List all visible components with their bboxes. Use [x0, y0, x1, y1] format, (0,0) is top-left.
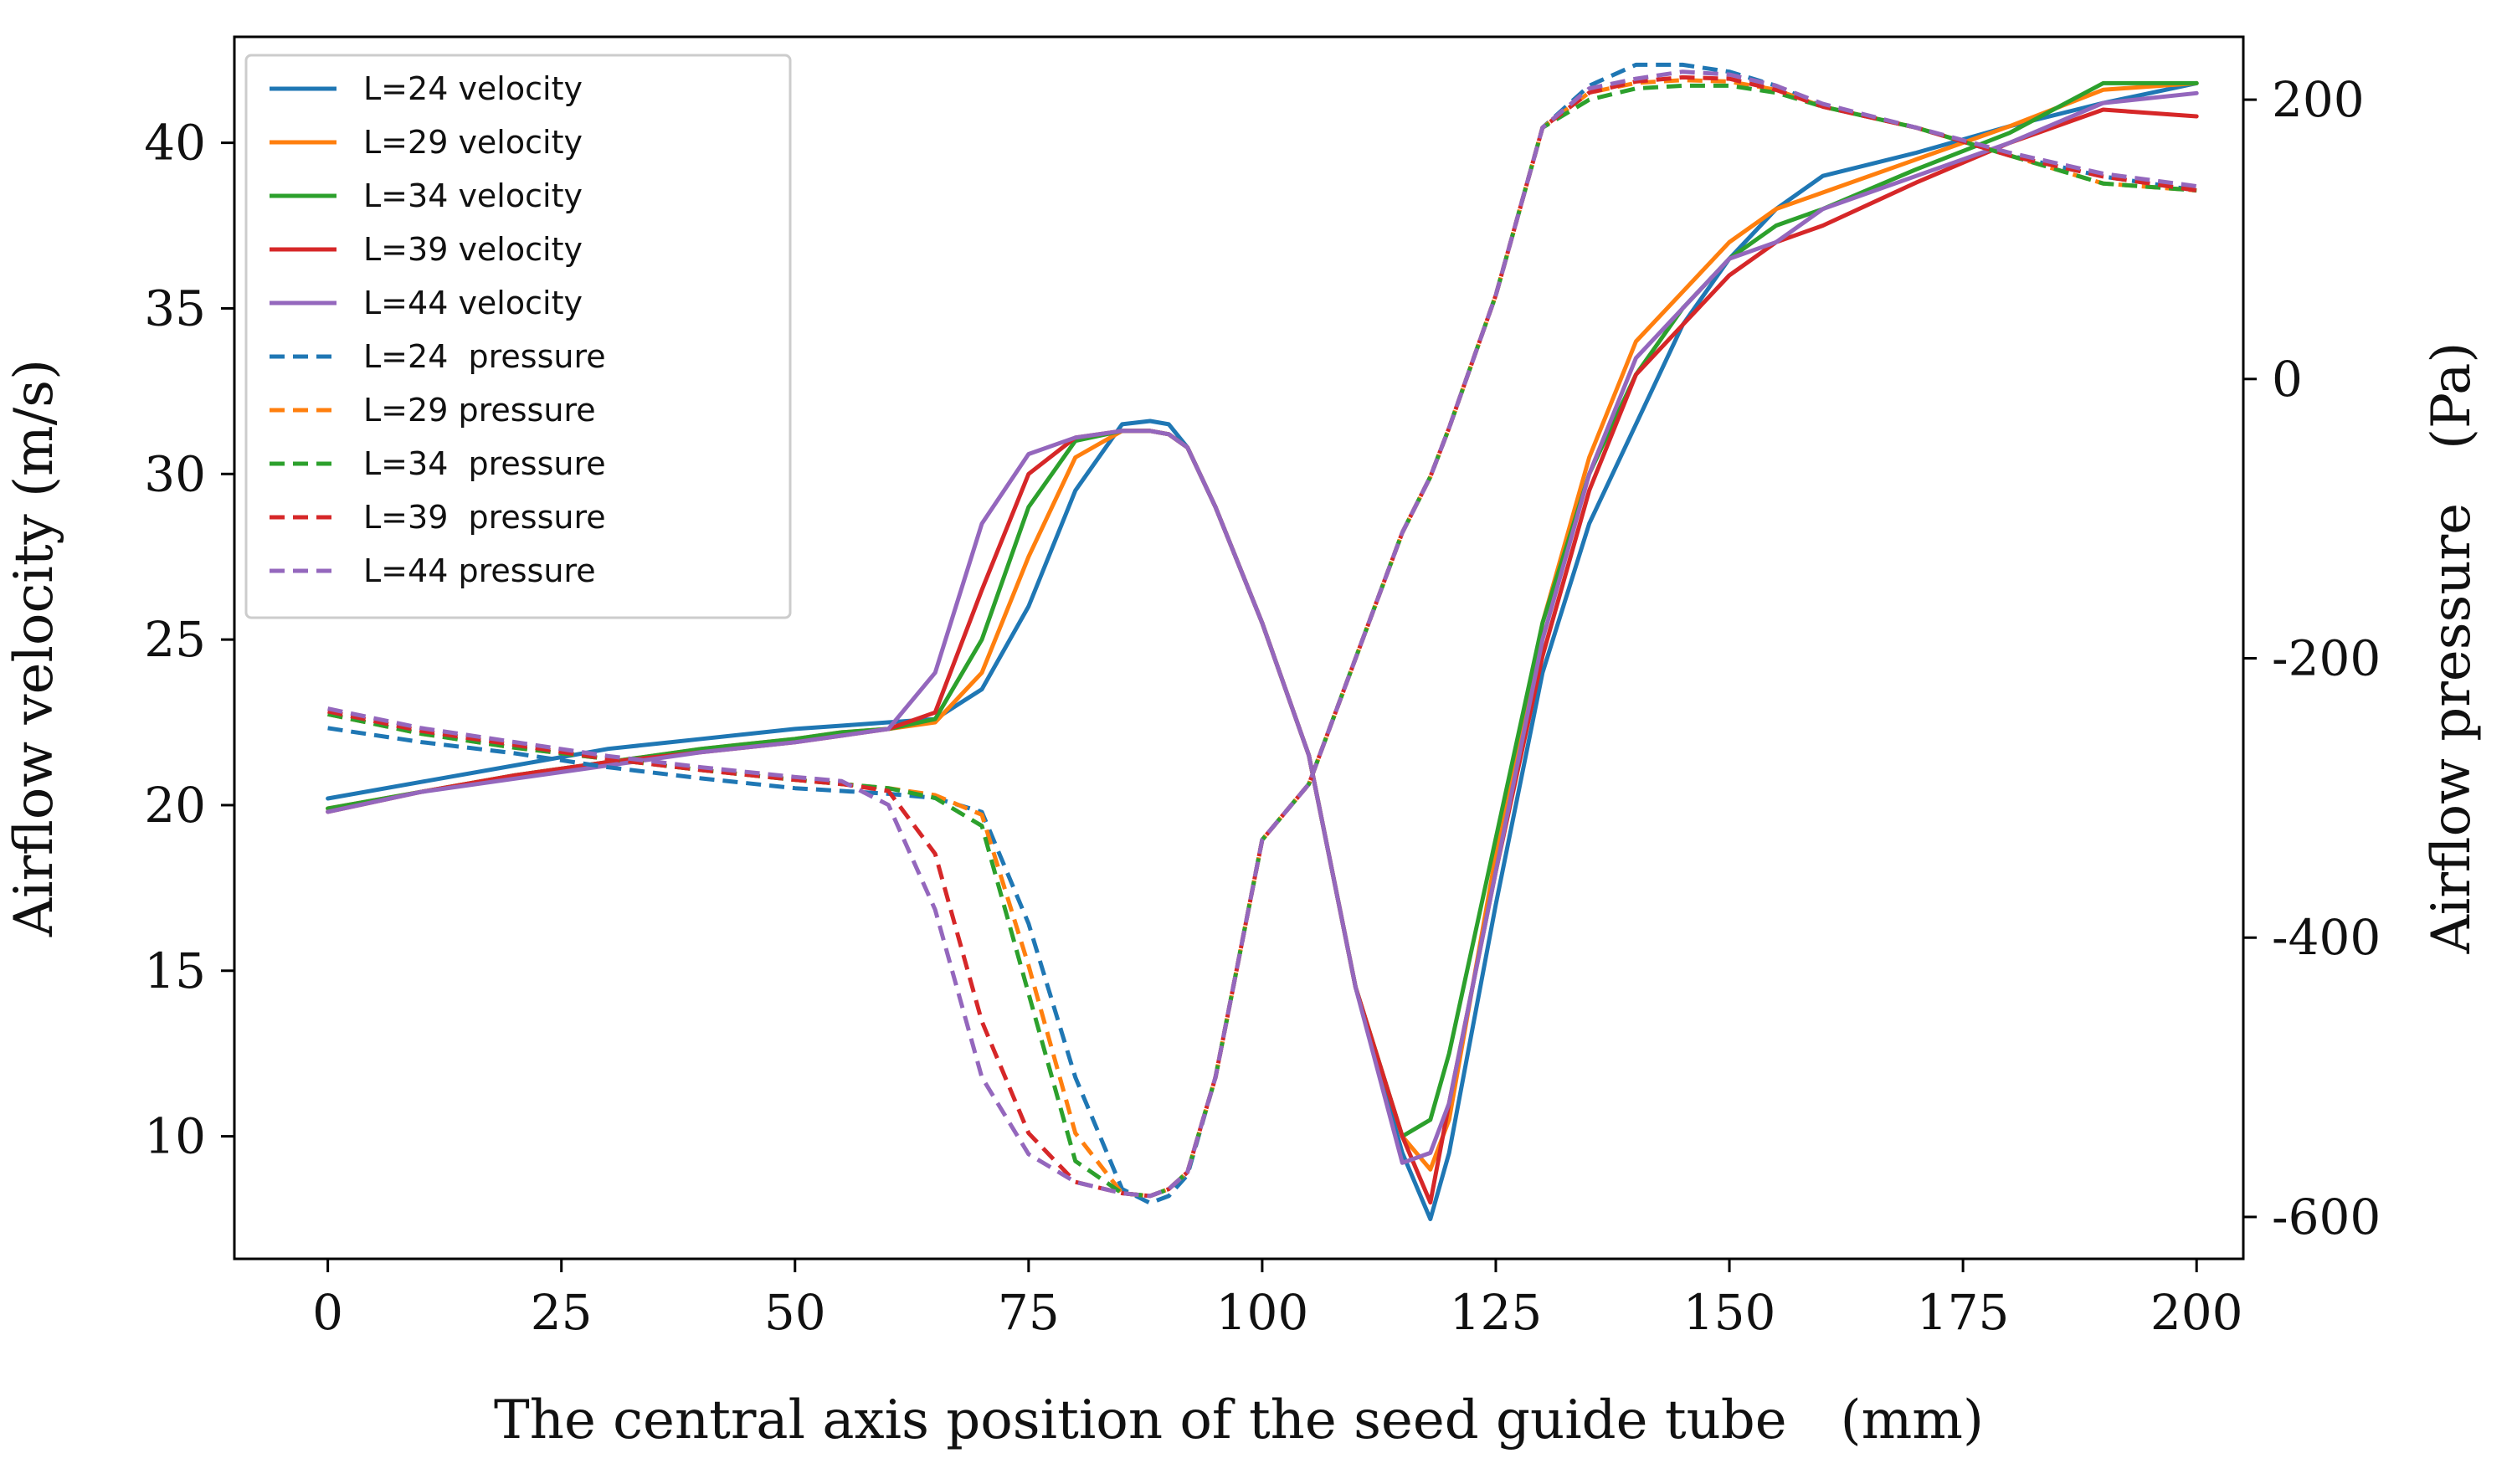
y-tick-label: 40: [144, 115, 206, 172]
legend-box: [244, 54, 792, 619]
y-tick-label: 25: [144, 611, 206, 668]
x-tick-label: 25: [531, 1284, 593, 1341]
y-tick-label: 10: [144, 1108, 206, 1165]
legend-label: L=44 pressure: [363, 552, 596, 589]
y2-tick-label: 200: [2272, 71, 2365, 128]
x-tick-label: 75: [998, 1284, 1060, 1341]
x-tick-label: 150: [1683, 1284, 1776, 1341]
legend-label: L=39 pressure: [363, 499, 606, 536]
y2-tick-label: -200: [2272, 630, 2381, 687]
legend-label: L=44 velocity: [363, 285, 583, 321]
legend-label: L=34 pressure: [363, 445, 606, 482]
x-tick-label: 175: [1917, 1284, 2010, 1341]
ticks-layer: 0 25 50 75 100 125 150 175 200 10 15 20 25 30 35 40 -600…: [144, 71, 2381, 1341]
legend-label: L=29 velocity: [363, 124, 583, 161]
legend-label: L=34 velocity: [363, 177, 583, 214]
y-tick-label: 30: [144, 445, 206, 502]
x-tick-label: 100: [1216, 1284, 1309, 1341]
x-tick-label: 50: [764, 1284, 826, 1341]
plot-frame: [233, 35, 2245, 1261]
series-line-4: [326, 90, 2199, 1165]
y2-tick-label: -600: [2272, 1189, 2381, 1245]
x-axis-title: The central axis position of the seed gu…: [494, 1389, 1984, 1451]
series-layer: [326, 62, 2199, 1221]
y-tick-label: 20: [144, 777, 206, 834]
legend-label: L=29 pressure: [363, 392, 596, 429]
y2-tick-label: 0: [2272, 351, 2303, 408]
y2-tick-label: -400: [2272, 909, 2381, 966]
legend-label: L=39 velocity: [363, 231, 583, 268]
legend-label: L=24 pressure: [363, 338, 606, 375]
x-tick-label: 0: [312, 1284, 343, 1341]
series-line-9: [327, 69, 2197, 1199]
series-line-8: [327, 74, 2197, 1199]
y-tick-label: 35: [144, 280, 206, 336]
legend: L=24 velocity L=29 velocity L=34 velocity L…: [244, 54, 792, 619]
y-axis-title: Airflow velocity (m/s): [3, 359, 65, 937]
y2-axis-title: Airflow pressure (Pa): [2421, 342, 2483, 955]
x-tick-label: 200: [2150, 1284, 2243, 1341]
x-tick-label: 125: [1450, 1284, 1543, 1341]
y-tick-label: 15: [144, 942, 206, 999]
legend-label: L=24 velocity: [363, 70, 583, 107]
